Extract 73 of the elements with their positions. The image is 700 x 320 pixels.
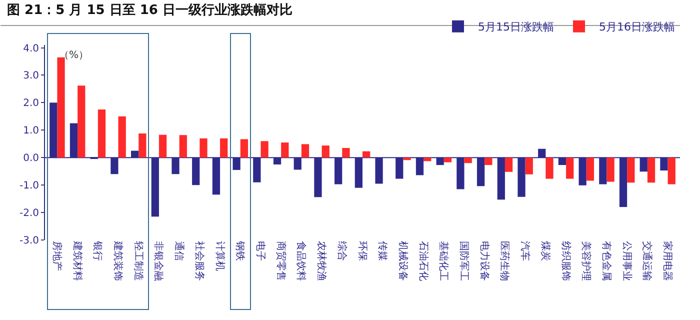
y-tick-label: 4.0 (23, 43, 39, 54)
x-tick-label: 美容护理 (580, 241, 592, 281)
x-tick-label: 家用电器 (662, 241, 674, 281)
x-tick-label: 纺织服饰 (560, 241, 572, 281)
y-tick-label: -1.0 (19, 180, 39, 192)
x-tick-label: 建筑装饰 (112, 240, 124, 281)
y-tick-label: -2.0 (19, 208, 39, 220)
bar (668, 158, 676, 184)
bar (98, 110, 106, 158)
x-tick-label: 银行 (92, 240, 103, 261)
x-tick-label: 计算机 (214, 241, 226, 271)
y-tick-label: 3.0 (23, 70, 39, 82)
bar (424, 158, 432, 162)
x-tick-label: 机械设备 (396, 241, 409, 281)
bar (281, 142, 289, 158)
bar (179, 135, 187, 158)
x-tick-label: 环保 (356, 241, 368, 261)
bar (78, 86, 86, 158)
x-tick-label: 汽车 (519, 241, 532, 261)
bar (322, 146, 330, 158)
legend-label: 5月15日涨跌幅 (478, 20, 554, 34)
x-tick-label: 建筑材料 (71, 240, 84, 281)
bar (138, 133, 146, 158)
x-tick-label: 电子 (254, 241, 266, 261)
x-tick-label: 煤炭 (539, 241, 552, 261)
x-tick-label: 房地产 (50, 241, 63, 271)
x-tick-label: 非银金融 (152, 241, 165, 281)
x-tick-label: 通信 (173, 241, 186, 261)
bar (647, 158, 656, 183)
x-tick-label: 食品饮料 (295, 241, 308, 281)
x-tick-label: 综合 (336, 241, 348, 261)
bar (444, 158, 452, 162)
x-tick-label: 传媒 (376, 241, 388, 261)
bar (342, 148, 350, 158)
x-tick-label: 商贸零售 (274, 241, 287, 281)
chart-title: 图 21：5 月 15 日至 16 日一级行业涨跌幅对比 (7, 2, 292, 18)
x-tick-label: 交通运输 (641, 241, 654, 281)
x-tick-label: 农林牧渔 (316, 241, 328, 281)
x-tick-label: 轻工制造 (132, 241, 144, 281)
legend-label: 5月16日涨跌幅 (599, 20, 675, 34)
x-tick-label: 电力设备 (478, 241, 490, 281)
bar (57, 57, 65, 158)
bar (525, 158, 533, 174)
bar (484, 158, 492, 166)
bar (220, 138, 228, 158)
bar (606, 158, 614, 182)
bar (158, 134, 167, 158)
x-tick-label: 钢铁 (234, 240, 246, 261)
y-tick-label: 1.0 (23, 126, 39, 137)
bar (301, 144, 310, 158)
x-tick-label: 石油石化 (417, 241, 430, 281)
y-tick-label: 0.0 (23, 153, 39, 164)
bar (586, 158, 594, 181)
bar (118, 116, 126, 158)
bar (362, 151, 370, 158)
annotation: （%） (59, 50, 89, 61)
x-tick-label: 医药生物 (498, 241, 511, 281)
bar (403, 158, 411, 160)
x-tick-label: 社会服务 (193, 241, 206, 281)
x-tick-label: 有色金属 (600, 241, 612, 281)
bar (627, 158, 635, 183)
y-tick-label: 2.0 (23, 98, 39, 110)
bar (240, 139, 248, 158)
x-tick-label: 公用事业 (620, 241, 633, 281)
bar (504, 158, 513, 172)
bar (566, 158, 574, 179)
bar (260, 141, 268, 158)
bar (464, 158, 472, 164)
x-tick-label: 国防军工 (458, 241, 470, 281)
x-tick-label: 基础化工 (438, 241, 450, 281)
bar (200, 138, 208, 158)
y-tick-label: -3.0 (19, 236, 39, 246)
bar (546, 158, 554, 179)
